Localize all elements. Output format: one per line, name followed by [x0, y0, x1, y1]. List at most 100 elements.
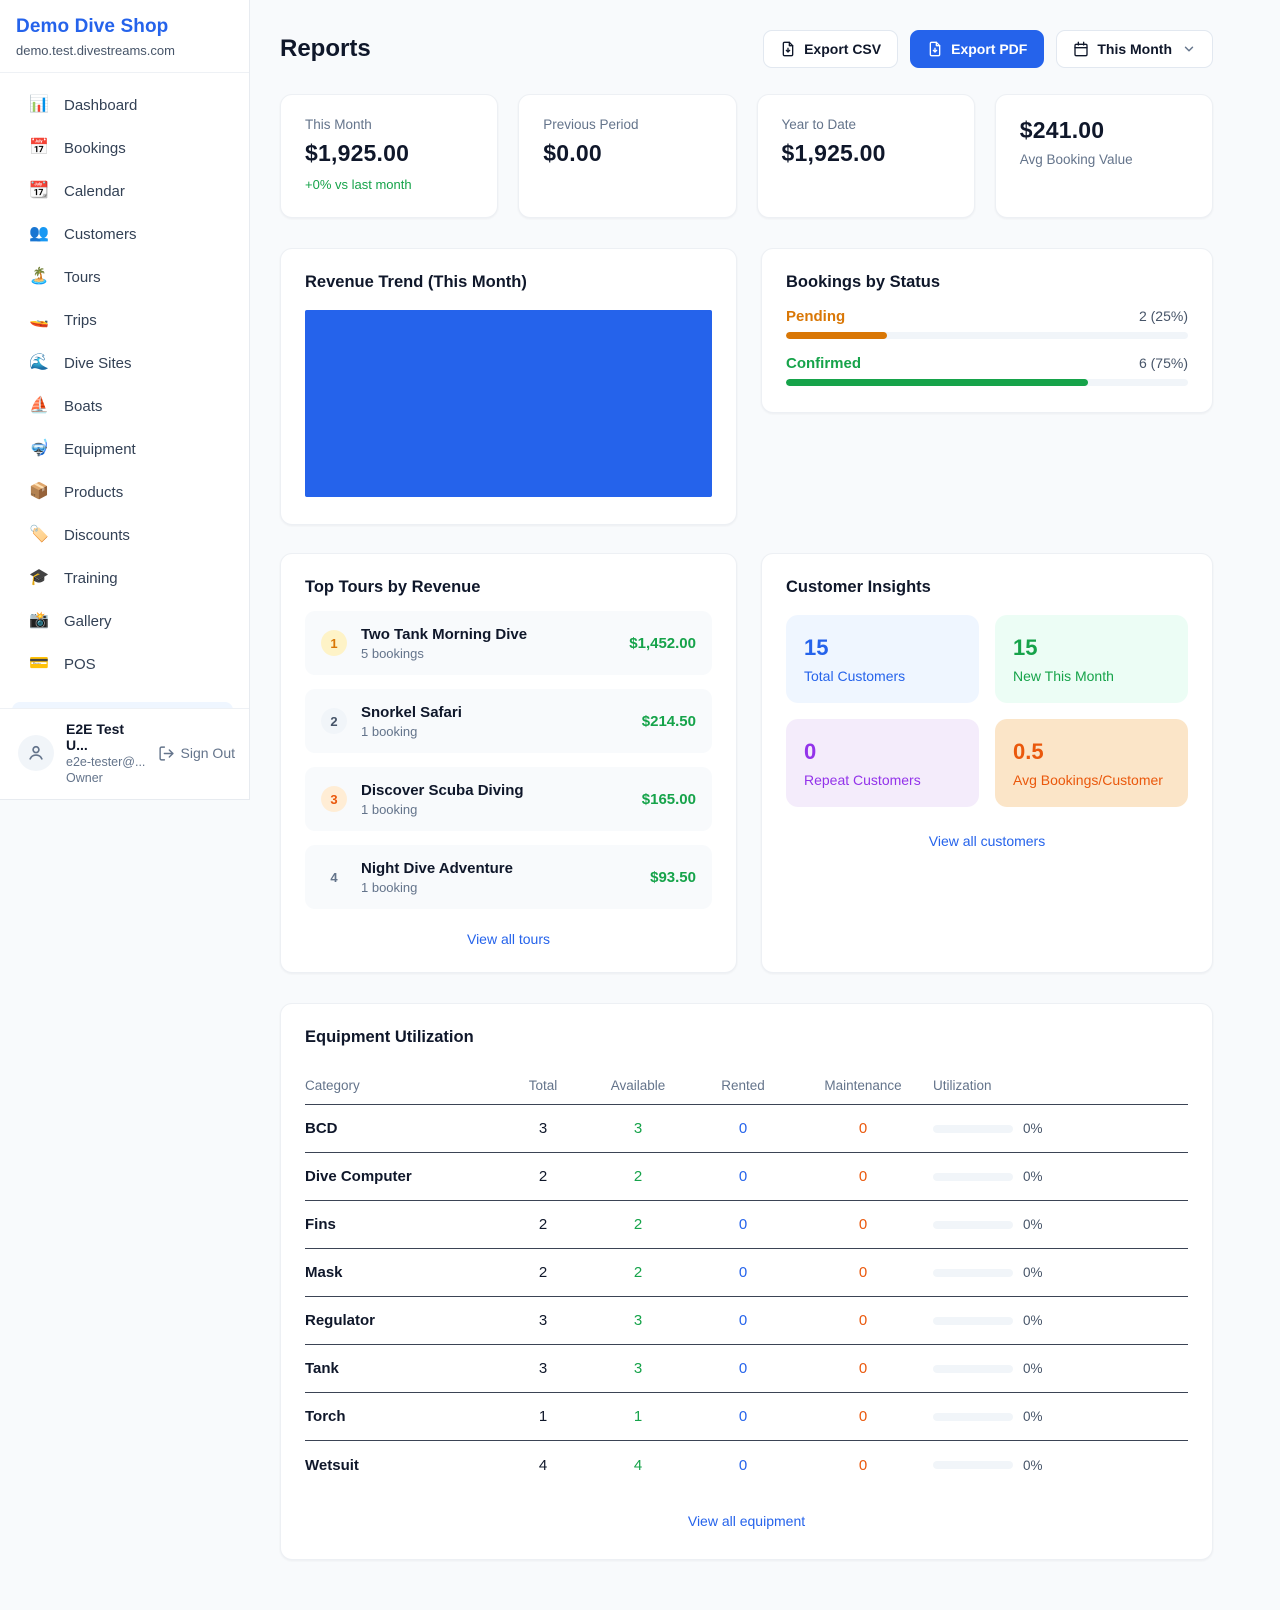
wave-icon: 🌊: [29, 354, 49, 371]
page-title: Reports: [280, 35, 371, 62]
charts-row: Revenue Trend (This Month) Bookings by S…: [280, 248, 1213, 525]
diving-mask-icon: 🤿: [29, 440, 49, 457]
tear-off-calendar-icon: 📆: [29, 182, 49, 199]
rank-badge: 3: [321, 786, 347, 812]
export-csv-button[interactable]: Export CSV: [763, 30, 899, 68]
revenue-trend-title: Revenue Trend (This Month): [305, 273, 527, 291]
status-count-pending: 2 (25%): [1138, 308, 1188, 324]
sidebar-item-equipment[interactable]: 🤿 Equipment: [29, 440, 136, 458]
utilization-cell: 0%: [933, 1361, 1188, 1376]
sidebar-item-training[interactable]: 🎓 Training: [29, 569, 118, 587]
view-all-tours-link[interactable]: View all tours: [466, 931, 550, 947]
header-actions: Export CSV Export PDF This Month: [763, 30, 1213, 68]
rank-badge: 4: [330, 869, 338, 885]
island-icon: 🏝️: [29, 268, 49, 285]
sidebar-item-bookings[interactable]: 📅 Bookings: [29, 139, 126, 157]
sidebar-item-calendar[interactable]: 📆 Calendar: [29, 182, 125, 200]
calendar-date-icon: 📅: [29, 139, 49, 156]
stat-card-this-month: This Month $1,925.00 +0% vs last month: [280, 94, 499, 218]
stat-delta: +0% vs last month: [305, 177, 412, 192]
customer-insights-title: Customer Insights: [786, 578, 931, 596]
people-icon: 👥: [29, 225, 49, 242]
sailboat-icon: ⛵: [29, 397, 49, 414]
table-row: Fins 2 2 0 0 0%: [305, 1201, 1188, 1249]
rank-badge: 1: [321, 630, 347, 656]
speedboat-icon: 🚤: [29, 311, 49, 328]
package-icon: 📦: [29, 483, 49, 500]
bar-chart-icon: 📊: [29, 96, 49, 113]
sidebar-item-pos[interactable]: 💳 POS: [29, 655, 96, 673]
sidebar-item-dive-sites[interactable]: 🌊 Dive Sites: [29, 354, 132, 372]
top-tours-card: Top Tours by Revenue 1 Two Tank Morning …: [280, 553, 737, 973]
graduation-cap-icon: 🎓: [29, 569, 49, 586]
file-download-icon: [929, 41, 941, 57]
period-dropdown[interactable]: This Month: [1056, 30, 1213, 68]
status-label-pending: Pending: [786, 308, 846, 325]
tour-list-item: 3 Discover Scuba Diving 1 booking $165.0…: [305, 767, 712, 831]
bookings-by-status-card: Bookings by Status Pending 2 (25%) Confi…: [761, 248, 1213, 413]
tag-icon: 🏷️: [29, 526, 49, 543]
equipment-table-header: Category Total Available Rented Maintena…: [305, 1067, 1188, 1105]
file-download-icon: [782, 41, 794, 57]
user-name: E2E Test U...: [66, 721, 125, 753]
sidebar-item-gallery[interactable]: 📸 Gallery: [29, 612, 112, 630]
stat-cards: This Month $1,925.00 +0% vs last month P…: [280, 94, 1213, 218]
shop-domain: demo.test.divestreams.com: [16, 43, 175, 58]
person-icon: [29, 745, 43, 760]
utilization-cell: 0%: [933, 1217, 1188, 1232]
equipment-utilization-title: Equipment Utilization: [305, 1028, 474, 1046]
insight-avg-bookings: 0.5 Avg Bookings/Customer: [995, 719, 1188, 807]
equipment-utilization-card: Equipment Utilization Category Total Ava…: [280, 1003, 1213, 1560]
utilization-cell: 0%: [933, 1121, 1188, 1136]
sidebar-item-discounts[interactable]: 🏷️ Discounts: [29, 526, 130, 544]
sidebar-active-item-partial[interactable]: [12, 702, 233, 711]
status-bar-confirmed: [786, 379, 1188, 386]
utilization-cell: 0%: [933, 1458, 1188, 1473]
user-email: e2e-tester@...: [66, 755, 146, 769]
brand-block: Demo Dive Shop demo.test.divestreams.com: [0, 0, 249, 73]
utilization-cell: 0%: [933, 1409, 1188, 1424]
camera-icon: 📸: [29, 612, 49, 629]
rank-badge: 2: [321, 708, 347, 734]
revenue-trend-card: Revenue Trend (This Month): [280, 248, 737, 525]
equipment-table: Category Total Available Rented Maintena…: [305, 1067, 1188, 1489]
main-content: Reports Export CSV Export PDF This Month…: [280, 0, 1213, 1560]
calendar-icon: [1074, 41, 1089, 57]
page-header: Reports Export CSV Export PDF This Month: [280, 30, 1213, 68]
status-row-pending: Pending 2 (25%): [786, 308, 1188, 339]
table-row: Tank 3 3 0 0 0%: [305, 1345, 1188, 1393]
view-all-customers-link[interactable]: View all customers: [928, 833, 1046, 849]
status-bar-pending: [786, 332, 1188, 339]
shop-name: Demo Dive Shop: [16, 16, 169, 37]
stat-card-previous-period: Previous Period $0.00: [518, 94, 737, 218]
chevron-down-icon: [1184, 46, 1194, 52]
sign-out-button[interactable]: Sign Out: [158, 745, 235, 762]
insight-repeat-customers: 0 Repeat Customers: [786, 719, 979, 807]
insight-new-this-month: 15 New This Month: [995, 615, 1188, 703]
status-row-confirmed: Confirmed 6 (75%): [786, 355, 1188, 386]
table-row: Torch 1 1 0 0 0%: [305, 1393, 1188, 1441]
view-all-equipment-link[interactable]: View all equipment: [687, 1513, 806, 1529]
sidebar-user-footer: E2E Test U... e2e-tester@... Owner Sign …: [0, 708, 249, 799]
table-row: BCD 3 3 0 0 0%: [305, 1105, 1188, 1153]
sidebar-item-tours[interactable]: 🏝️ Tours: [29, 268, 101, 286]
revenue-trend-chart: [305, 310, 712, 497]
table-row: Dive Computer 2 2 0 0 0%: [305, 1153, 1188, 1201]
sidebar-item-trips[interactable]: 🚤 Trips: [29, 311, 97, 329]
sidebar-item-dashboard[interactable]: 📊 Dashboard: [29, 96, 138, 114]
status-count-confirmed: 6 (75%): [1138, 355, 1188, 371]
sidebar-item-boats[interactable]: ⛵ Boats: [29, 397, 103, 415]
utilization-cell: 0%: [933, 1265, 1188, 1280]
export-pdf-button[interactable]: Export PDF: [910, 30, 1045, 68]
sidebar-item-customers[interactable]: 👥 Customers: [29, 225, 137, 243]
sidebar-item-products[interactable]: 📦 Products: [29, 483, 124, 501]
user-meta: E2E Test U... e2e-tester@... Owner: [66, 721, 146, 785]
sidebar-nav: 📊 Dashboard 📅 Bookings 📆 Calendar 👥 Cust…: [0, 73, 249, 682]
table-row: Mask 2 2 0 0 0%: [305, 1249, 1188, 1297]
insight-grid: 15 Total Customers 15 New This Month 0 R…: [786, 615, 1188, 807]
utilization-cell: 0%: [933, 1169, 1188, 1184]
insights-row: Top Tours by Revenue 1 Two Tank Morning …: [280, 553, 1213, 973]
avatar: [18, 735, 54, 771]
status-label-confirmed: Confirmed: [786, 355, 861, 372]
customer-insights-card: Customer Insights 15 Total Customers 15 …: [761, 553, 1213, 973]
